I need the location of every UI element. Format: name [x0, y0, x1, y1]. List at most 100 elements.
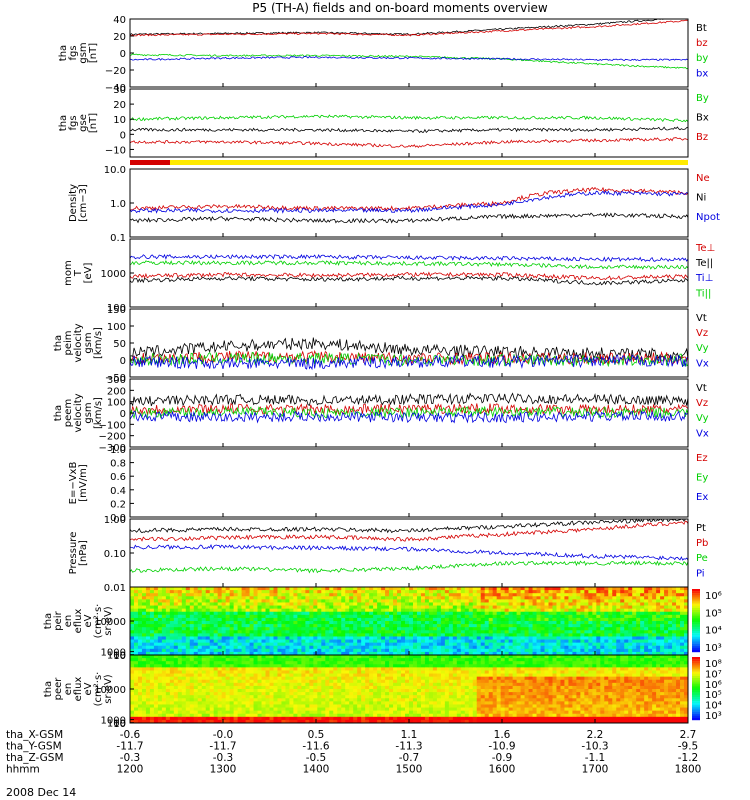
spectrogram-cell	[596, 642, 601, 647]
spectrogram-cell	[405, 716, 410, 721]
spectrogram-cell	[361, 596, 366, 600]
spectrogram-cell	[277, 685, 282, 690]
spectrogram-cell	[205, 593, 211, 597]
spectrogram-cell	[608, 642, 613, 647]
spectrogram-cell	[357, 719, 362, 724]
spectrogram-cell	[381, 692, 386, 696]
spectrogram-cell	[624, 602, 629, 607]
spectrogram-cell	[424, 633, 430, 637]
spectrogram-cell	[229, 633, 235, 637]
spectrogram-cell	[624, 605, 629, 610]
spectrogram-cell	[401, 642, 406, 647]
spectrogram-cell	[369, 593, 374, 597]
spectrogram-cell	[269, 590, 274, 594]
spectrogram-cell	[373, 617, 378, 622]
spectrogram-cell	[145, 695, 151, 699]
spectrogram-cell	[313, 596, 318, 600]
spectrogram-cell	[317, 682, 322, 687]
spectrogram-cell	[632, 627, 637, 631]
series-line-Ti⊥	[129, 253, 689, 263]
spectrogram-cell	[648, 648, 653, 653]
spectrogram-cell	[309, 701, 314, 705]
spectrogram-cell	[249, 670, 255, 675]
spectrogram-cell	[369, 667, 374, 671]
spectrogram-cell	[225, 673, 231, 678]
spectrogram-cell	[245, 599, 251, 603]
legend-label: Ne	[696, 173, 710, 184]
spectrogram-cell	[664, 633, 669, 637]
spectrogram-cell	[229, 679, 235, 684]
spectrogram-cell	[544, 611, 549, 616]
spectrogram-cell	[381, 611, 386, 616]
spectrogram-cell	[652, 633, 657, 637]
spectrogram-cell	[185, 698, 191, 702]
spectrogram-cell	[133, 661, 139, 665]
spectrogram-cell	[233, 636, 239, 641]
spectrogram-cell	[576, 642, 581, 647]
spectrogram-cell	[444, 627, 450, 631]
spectrogram-cell	[512, 621, 518, 625]
spectrogram-cell	[173, 587, 179, 591]
spectrogram-cell	[309, 676, 314, 681]
spectrogram-cell	[205, 713, 211, 718]
spectrogram-cell	[632, 599, 637, 603]
spectrogram-cell	[317, 655, 322, 659]
spectrogram-cell	[456, 614, 462, 619]
spectrogram-cell	[680, 605, 685, 610]
spectrogram-cell	[149, 682, 155, 687]
spectrogram-cell	[628, 624, 633, 628]
spectrogram-cell	[317, 692, 322, 696]
spectrogram-cell	[361, 648, 366, 653]
spectrogram-cell	[177, 621, 183, 625]
spectrogram-cell	[616, 627, 621, 631]
spectrogram-cell	[389, 655, 394, 659]
spectrogram-cell	[544, 642, 549, 647]
spectrogram-cell	[137, 673, 143, 678]
y-axis-label-line: T	[73, 269, 84, 277]
spectrogram-cell	[345, 639, 350, 644]
spectrogram-cell	[512, 611, 518, 616]
spectrogram-cell	[309, 596, 314, 600]
spectrogram-cell	[580, 605, 585, 610]
spectrogram-cell	[337, 676, 342, 681]
spectrogram-cell	[305, 679, 310, 684]
spectrogram-cell	[468, 611, 474, 616]
spectrogram-cell	[504, 608, 510, 613]
spectrogram-cell	[217, 701, 223, 705]
spectrogram-cell	[213, 710, 219, 715]
spectrogram-cell	[393, 599, 398, 603]
spectrogram-cell	[600, 593, 605, 597]
spectrogram-cell	[385, 633, 390, 637]
spectrogram-cell	[668, 596, 673, 600]
spectrogram-cell	[241, 642, 247, 647]
spectrogram-cell	[221, 713, 227, 718]
spectrogram-cell	[496, 624, 502, 628]
series-line-Vy	[129, 405, 689, 420]
spectrogram-cell	[265, 602, 270, 607]
spectrogram-cell	[440, 639, 446, 644]
spectrogram-cell	[145, 673, 151, 678]
spectrogram-cell	[201, 590, 207, 594]
spectrogram-cell	[165, 664, 171, 668]
spectrogram-cell	[301, 633, 306, 637]
spectrogram-cell	[229, 707, 235, 712]
spectrogram-cell	[213, 611, 219, 616]
spectrogram-cell	[293, 667, 298, 671]
spectrogram-cell	[616, 621, 621, 625]
spectrogram-cell	[181, 587, 187, 591]
spectrogram-cell	[285, 639, 290, 644]
spectrogram-cell	[185, 658, 191, 662]
spectrogram-cell	[233, 679, 239, 684]
spectrogram-cell	[460, 587, 466, 591]
spectrogram-cell	[528, 642, 534, 647]
spectrogram-cell	[141, 707, 147, 712]
spectrogram-cell	[237, 707, 243, 712]
spectrogram-cell	[221, 710, 227, 715]
spectrogram-cell	[177, 676, 183, 681]
spectrogram-cell	[189, 648, 195, 653]
spectrogram-cell	[373, 624, 378, 628]
spectrogram-cell	[317, 596, 322, 600]
spectrogram-cell	[305, 698, 310, 702]
spectrogram-cell	[644, 605, 649, 610]
spectrogram-cell	[596, 599, 601, 603]
